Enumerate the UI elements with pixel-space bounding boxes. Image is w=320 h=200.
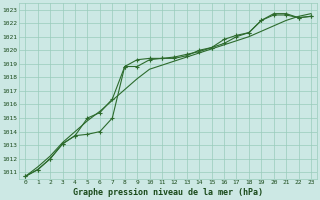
X-axis label: Graphe pression niveau de la mer (hPa): Graphe pression niveau de la mer (hPa) <box>73 188 263 197</box>
